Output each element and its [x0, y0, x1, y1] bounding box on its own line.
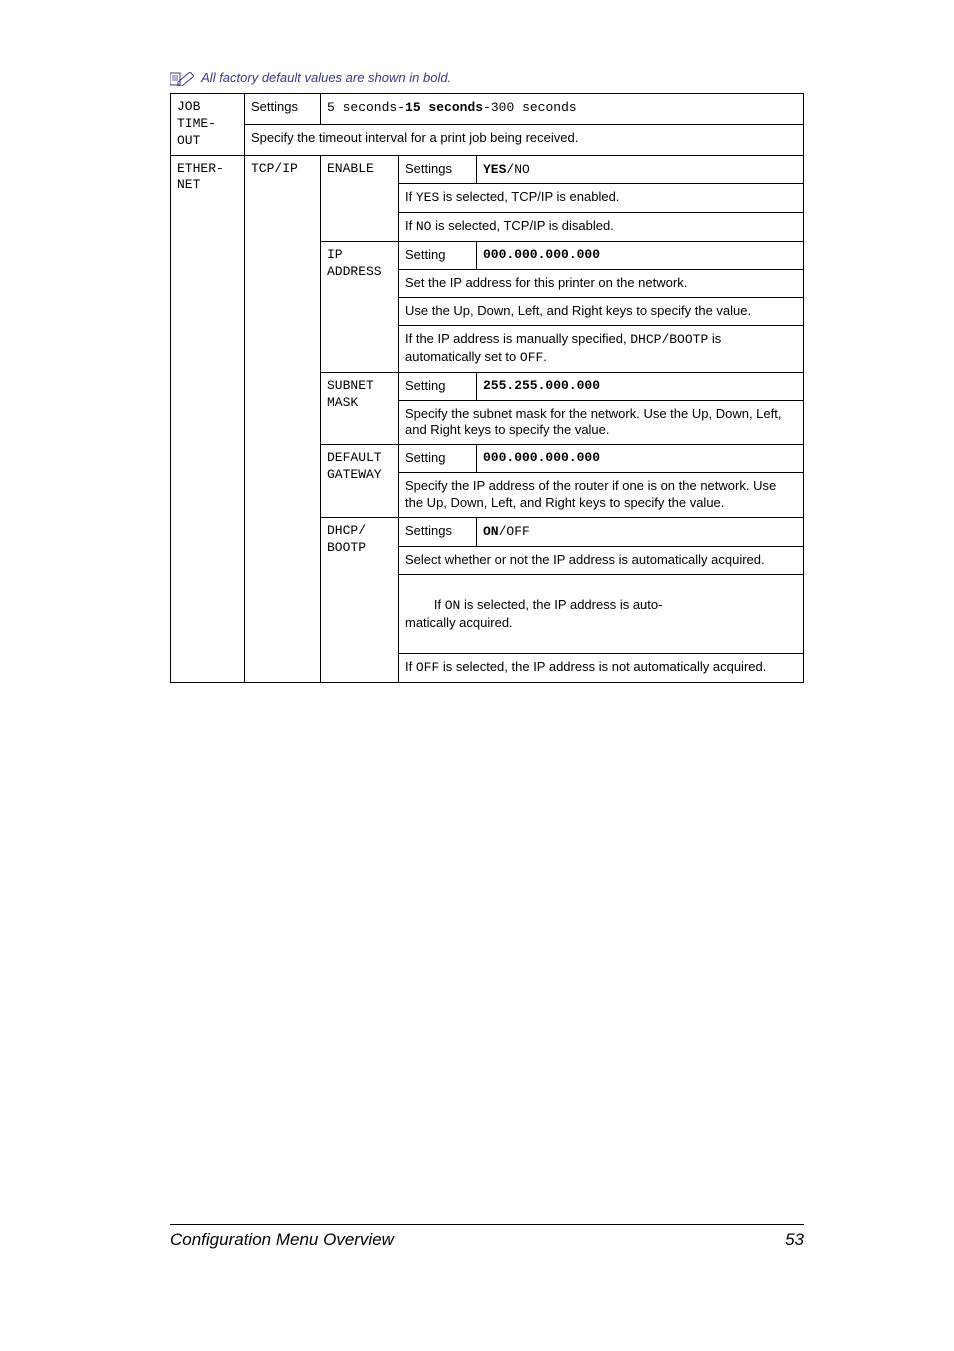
dhcp-desc2: If ON is selected, the IP address is aut… — [399, 574, 804, 654]
job-d2: - — [483, 100, 491, 115]
enable-settings-value: YES/NO — [477, 155, 804, 184]
e2c: is selected, TCP/IP is disabled. — [431, 218, 613, 233]
ethernet-label: ETHER- NET — [171, 155, 245, 683]
note-text: All factory default values are shown in … — [201, 70, 451, 85]
e1a: If — [405, 189, 416, 204]
tcpip-label: TCP/IP — [245, 155, 321, 683]
enable-yes: YES — [483, 162, 506, 177]
footer-title: Configuration Menu Overview — [170, 1229, 394, 1251]
page-container: All factory default values are shown in … — [0, 0, 954, 1351]
subnet-desc: Specify the subnet mask for the network.… — [399, 400, 804, 445]
dh3a: If — [405, 659, 416, 674]
ip-desc3: If the IP address is manually specified,… — [399, 325, 804, 372]
dh-l2: BOOTP — [327, 540, 366, 555]
gateway-desc: Specify the IP address of the router if … — [399, 473, 804, 518]
ip3a: If the IP address is manually specified, — [405, 331, 630, 346]
job-d1: - — [397, 100, 405, 115]
gw-l1: DEFAULT — [327, 450, 382, 465]
dhcp-settings-label: Settings — [399, 518, 477, 547]
ip-desc1: Set the IP address for this printer on t… — [399, 270, 804, 298]
ip3e: OFF — [520, 350, 543, 365]
ip3b: DHCP — [630, 332, 661, 347]
ip-setting-value: 000.000.000.000 — [477, 242, 804, 270]
job-settings-value: 5 seconds-15 seconds-300 seconds — [321, 93, 804, 124]
sn-l2: MASK — [327, 395, 358, 410]
ip-label: IP ADDRESS — [321, 242, 399, 372]
dh-on: ON — [483, 524, 499, 539]
e2a: If — [405, 218, 416, 233]
config-table: JOB TIME- OUT Settings 5 seconds-15 seco… — [170, 93, 804, 683]
ip3c: BOOTP — [669, 332, 708, 347]
footer: Configuration Menu Overview 53 — [170, 1224, 804, 1251]
note-line: All factory default values are shown in … — [170, 70, 804, 87]
gateway-setting-label: Setting — [399, 445, 477, 473]
job-desc: Specify the timeout interval for a print… — [245, 125, 804, 155]
ip-l1: IP — [327, 247, 343, 262]
footer-page: 53 — [785, 1229, 804, 1251]
gateway-setting-value: 000.000.000.000 — [477, 445, 804, 473]
enable-no: NO — [514, 162, 530, 177]
dh2b: ON — [445, 598, 461, 613]
ip-desc2: Use the Up, Down, Left, and Right keys t… — [399, 298, 804, 326]
job-post: 300 seconds — [491, 100, 577, 115]
dhcp-desc1: Select whether or not the IP address is … — [399, 546, 804, 574]
sn-l1: SUBNET — [327, 378, 374, 393]
enable-desc2: If NO is selected, TCP/IP is disabled. — [399, 213, 804, 242]
dhcp-settings-value: ON/OFF — [477, 518, 804, 547]
gateway-label: DEFAULT GATEWAY — [321, 445, 399, 518]
job-bold: 15 seconds — [405, 100, 483, 115]
enable-desc1: If YES is selected, TCP/IP is enabled. — [399, 184, 804, 213]
subnet-label: SUBNET MASK — [321, 372, 399, 445]
dh-l1: DHCP/ — [327, 523, 366, 538]
dh3b: OFF — [416, 660, 439, 675]
ip-setting-label: Setting — [399, 242, 477, 270]
e1c: is selected, TCP/IP is enabled. — [439, 189, 619, 204]
job-label: JOB TIME- OUT — [171, 93, 245, 155]
gw-l2: GATEWAY — [327, 467, 382, 482]
dh-off: OFF — [506, 524, 529, 539]
job-pre: 5 seconds — [327, 100, 397, 115]
dh2a: If — [434, 597, 445, 612]
ip3f: . — [543, 349, 547, 364]
e2b: NO — [416, 219, 432, 234]
enable-settings-label: Settings — [399, 155, 477, 184]
ip-l2: ADDRESS — [327, 264, 382, 279]
dhcp-desc3: If OFF is selected, the IP address is no… — [399, 654, 804, 683]
dh3c: is selected, the IP address is not autom… — [439, 659, 766, 674]
dhcp-label: DHCP/ BOOTP — [321, 518, 399, 683]
subnet-setting-label: Setting — [399, 372, 477, 400]
enable-label: ENABLE — [321, 155, 399, 242]
job-settings-label: Settings — [245, 93, 321, 124]
subnet-setting-value: 255.255.000.000 — [477, 372, 804, 400]
e1b: YES — [416, 190, 439, 205]
note-icon — [170, 72, 194, 86]
